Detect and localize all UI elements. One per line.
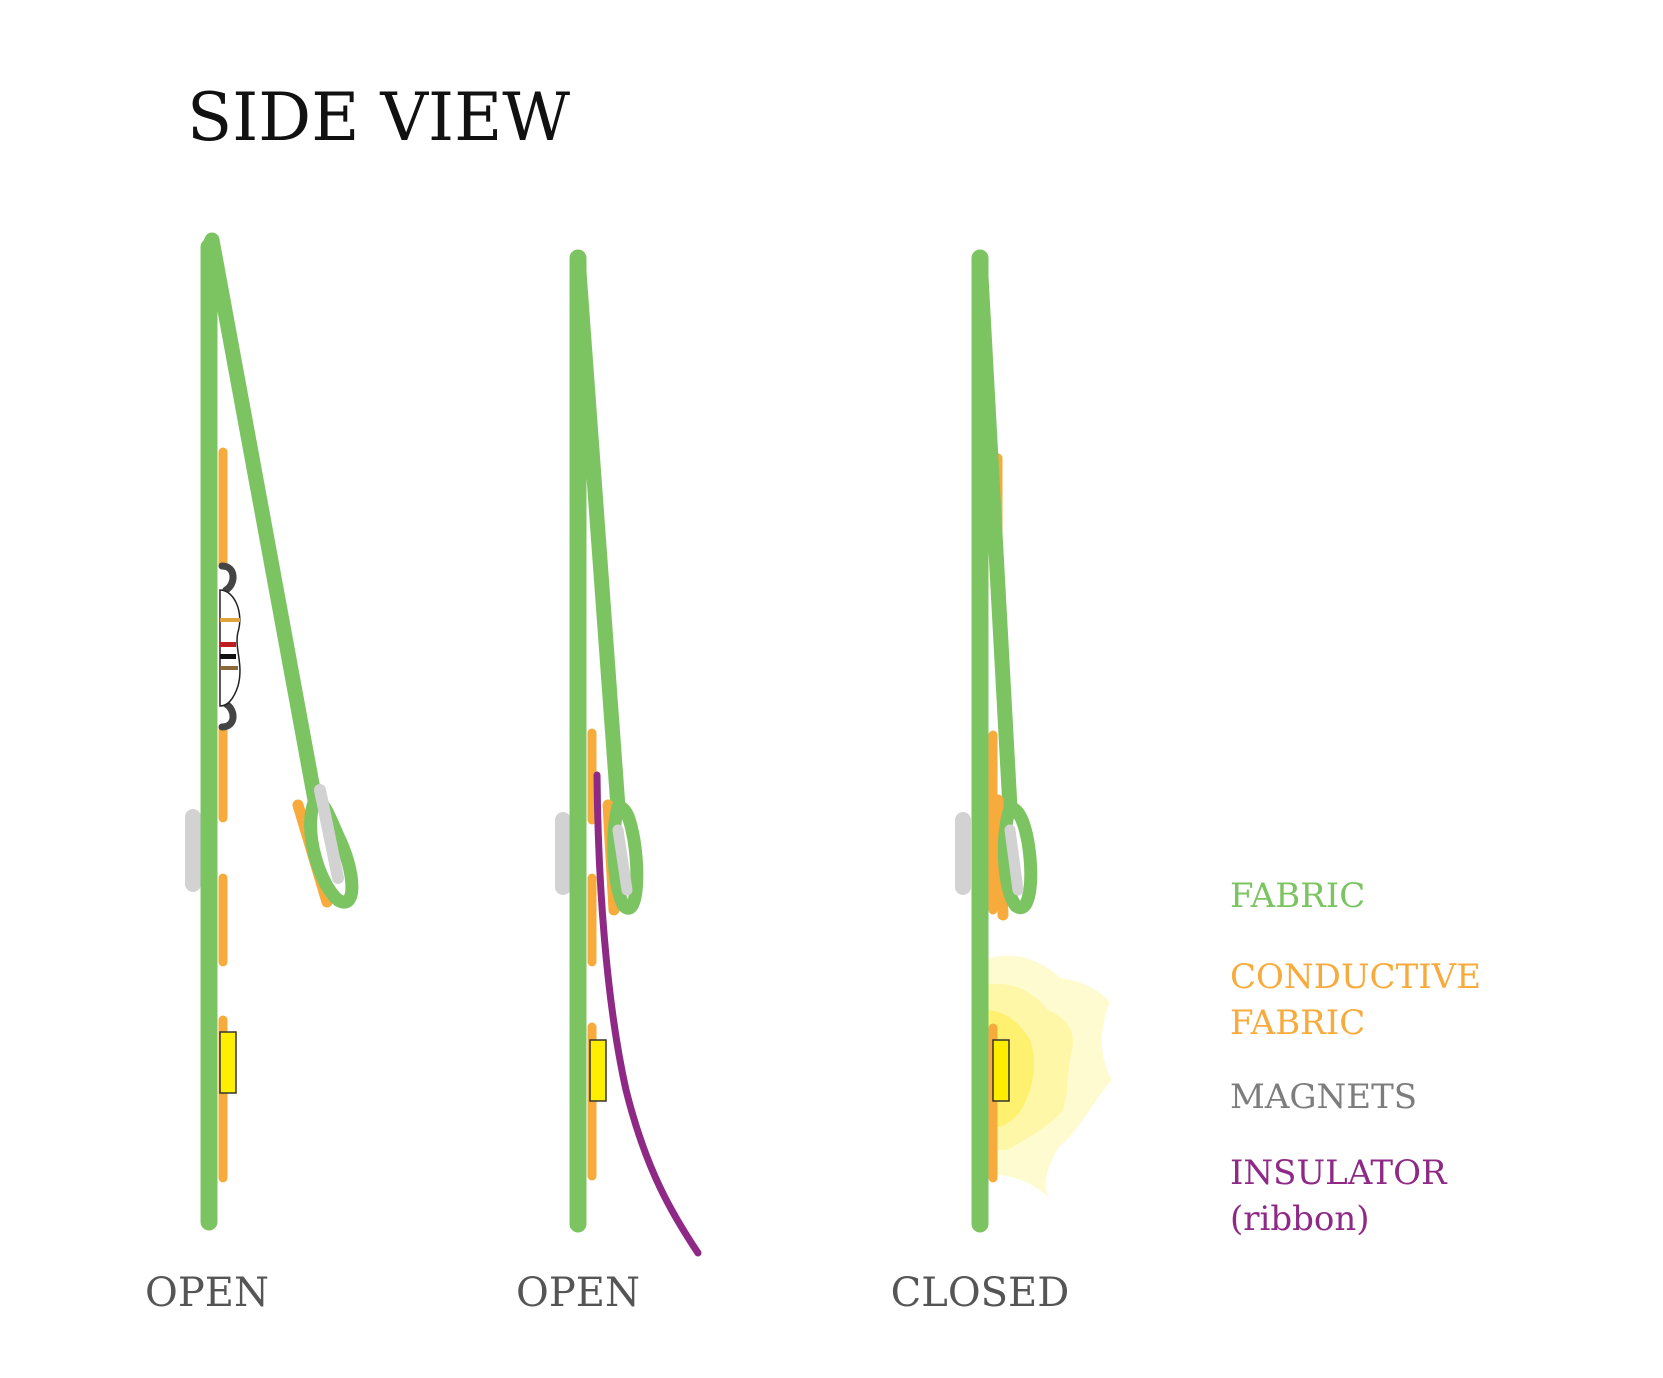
panel-label: OPEN [145,1270,269,1316]
legend-fabric: FABRIC [1230,876,1365,916]
led [992,1039,1010,1102]
legend: FABRIC CONDUCTIVE FABRIC MAGNETS INSULAT… [1230,876,1481,1239]
flap-magnet [1004,824,1024,896]
flap-pocket [997,801,1038,915]
panel-label: OPEN [516,1270,640,1316]
panel-open-1: OPEN [145,232,359,1316]
diagram-title: SIDE VIEW [187,79,570,156]
flap-pocket [607,800,644,915]
led [589,1039,607,1102]
legend-insulator: INSULATOR [1230,1153,1448,1193]
flap-fabric [972,250,1018,816]
insulator-ribbon [593,771,702,1257]
legend-conductive-line2: FABRIC [1230,1003,1365,1043]
flap-fabric [570,250,626,815]
panel-closed: CLOSED [891,249,1112,1316]
flap-magnet [314,784,344,884]
legend-conductive: CONDUCTIVE [1230,957,1481,997]
led [219,1031,237,1094]
legend-magnets: MAGNETS [1230,1077,1417,1117]
panel-label: CLOSED [891,1270,1070,1316]
flap-fabric [201,232,323,808]
resistor [218,562,241,731]
panel-open-2: OPEN [516,249,702,1316]
legend-insulator-line2: (ribbon) [1230,1199,1370,1239]
flap-magnet [612,824,633,896]
